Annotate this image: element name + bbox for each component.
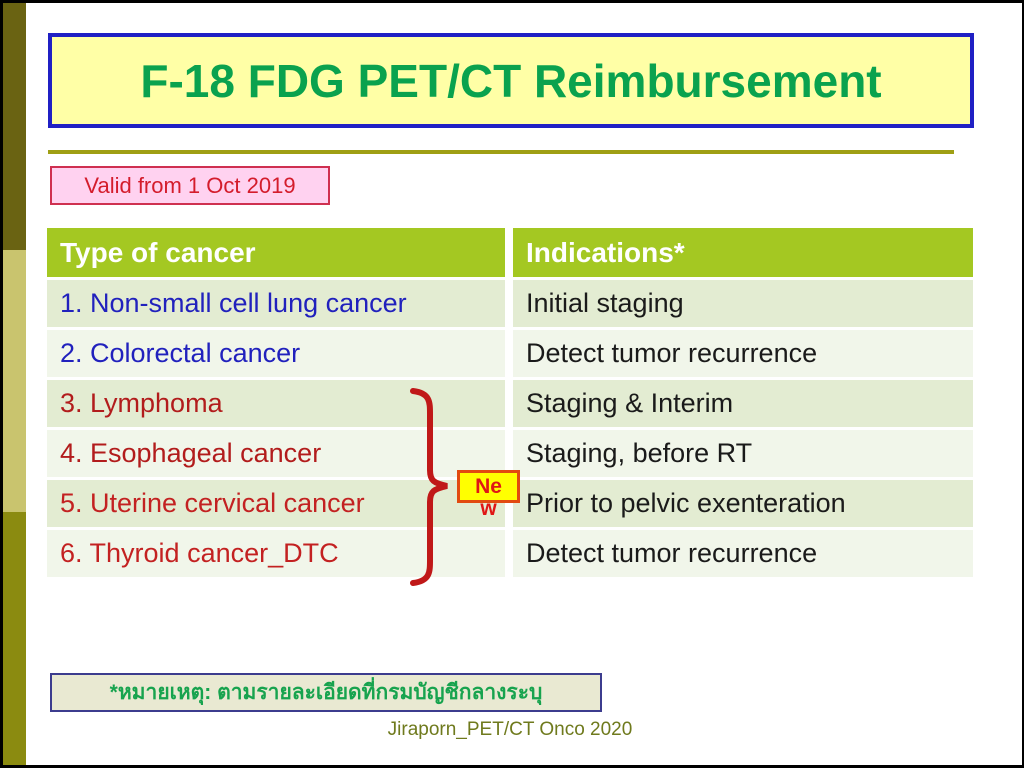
sidebar-band-olive	[3, 512, 26, 765]
slide-footer-credit: Jiraporn_PET/CT Onco 2020	[387, 719, 633, 740]
footnote-box: *หมายเหตุ: ตามรายละเอียดที่กรมบัญชีกลางร…	[50, 673, 602, 712]
sidebar-band-dark-olive	[3, 3, 26, 250]
table-row-1-type: 1. Non-small cell lung cancer	[47, 280, 505, 327]
table-row-2-indication: Detect tumor recurrence	[513, 330, 973, 377]
valid-date-badge: Valid from 1 Oct 2019	[50, 166, 330, 205]
table-row-1-indication: Initial staging	[513, 280, 973, 327]
table-row-4-indication: Staging, before RT	[513, 430, 973, 477]
new-tag-line2: w	[480, 497, 497, 520]
title-underline	[48, 150, 954, 154]
table-row-5-indication: Prior to pelvic exenteration	[513, 480, 973, 527]
reimbursement-table: Type of cancer Indications* 1. Non-small…	[47, 228, 973, 577]
table-row-3-indication: Staging & Interim	[513, 380, 973, 427]
column-header-type-of-cancer: Type of cancer	[47, 228, 505, 277]
title-box: F-18 FDG PET/CT Reimbursement	[48, 33, 974, 128]
grouping-brace-icon	[410, 388, 448, 586]
new-tag: Ne w	[457, 470, 520, 519]
sidebar-band-khaki	[3, 250, 26, 512]
table-row-2-type: 2. Colorectal cancer	[47, 330, 505, 377]
page-title: F-18 FDG PET/CT Reimbursement	[140, 54, 882, 107]
column-header-indications: Indications*	[513, 228, 973, 277]
left-accent-sidebar	[3, 3, 26, 765]
table-row-6-indication: Detect tumor recurrence	[513, 530, 973, 577]
new-tag-line1: Ne	[475, 475, 502, 498]
valid-date-text: Valid from 1 Oct 2019	[84, 172, 296, 198]
slide-canvas: F-18 FDG PET/CT Reimbursement Valid from…	[3, 3, 1022, 765]
footnote-text: *หมายเหตุ: ตามรายละเอียดที่กรมบัญชีกลางร…	[109, 681, 543, 704]
